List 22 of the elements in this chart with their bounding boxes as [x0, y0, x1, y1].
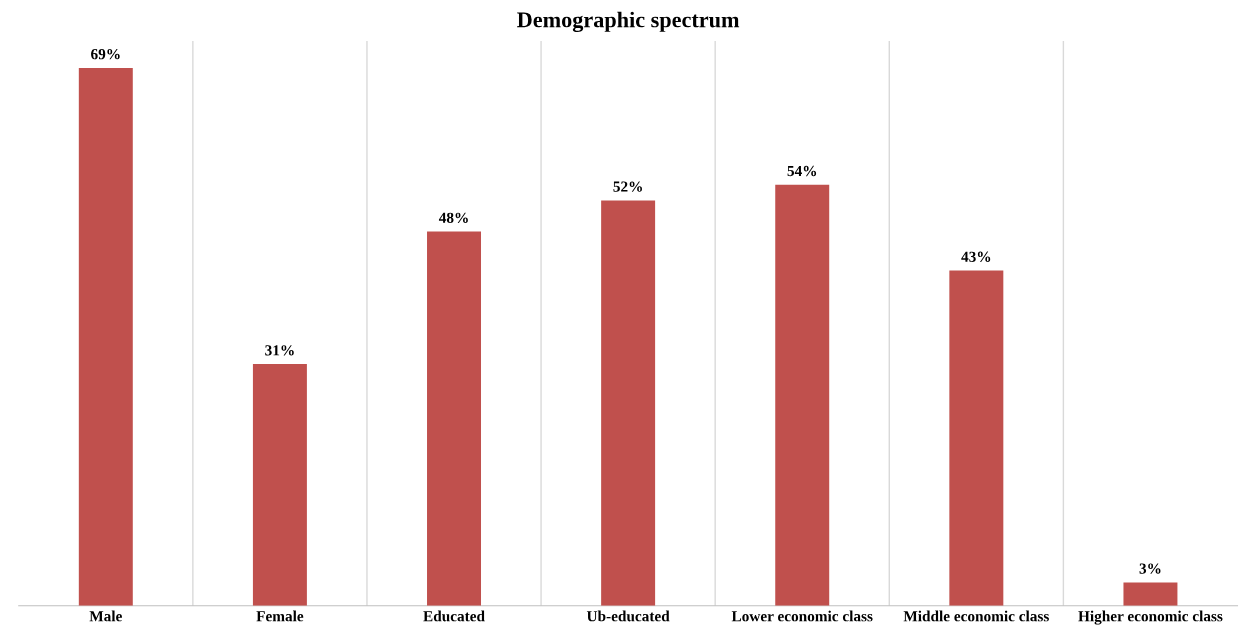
bar — [252, 364, 307, 606]
bar — [949, 270, 1004, 606]
bar — [78, 67, 133, 606]
x-tick-label: Lower economic class — [731, 610, 873, 622]
data-label: 3% — [1139, 563, 1161, 574]
x-tick-label: Female — [256, 610, 304, 622]
data-label: 52% — [613, 181, 642, 192]
bar — [775, 184, 830, 606]
x-tick-label: Higher economic class — [1078, 610, 1223, 625]
data-label: 48% — [438, 212, 468, 223]
x-tick-label: Educated — [423, 610, 485, 622]
bar — [1123, 582, 1178, 606]
chart-title: Demographic spectrum — [517, 11, 740, 33]
data-label: 31% — [265, 345, 294, 356]
bar — [601, 200, 656, 606]
x-tick-label: Male — [89, 610, 122, 622]
data-label: 69% — [91, 48, 120, 60]
bar — [427, 231, 481, 606]
data-label: 43% — [961, 251, 991, 262]
x-tick-label: Ub-educated — [586, 610, 670, 622]
x-tick-label: Middle economic class — [903, 610, 1049, 622]
data-label: 54% — [787, 165, 817, 177]
